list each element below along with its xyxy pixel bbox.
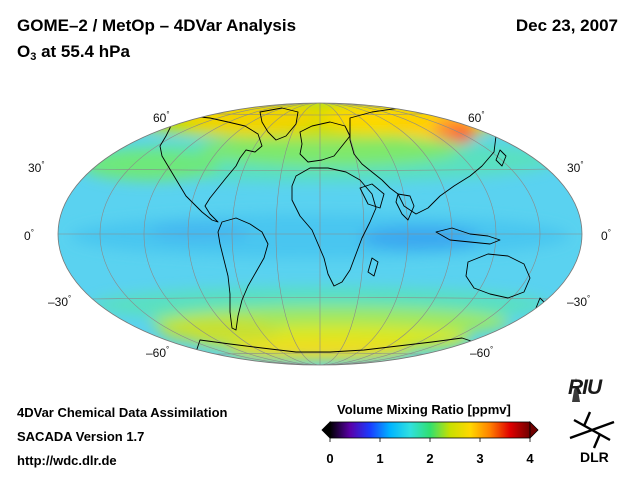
coast-north-america <box>159 115 263 223</box>
coast-europe <box>299 121 351 163</box>
species-subscript: 3 <box>30 51 37 63</box>
riu-logo-mark <box>572 378 580 402</box>
footer-method: 4DVar Chemical Data Assimilation <box>17 405 228 420</box>
coast-africa <box>291 167 377 287</box>
lat-label-30s-left: –30° <box>48 294 72 309</box>
colorbar-tick-label: 0 <box>326 451 334 466</box>
globe-outline <box>57 102 583 366</box>
colorbar-tick-marks <box>329 438 531 442</box>
colorbar-right-arrow <box>529 421 539 439</box>
map-subtitle: O3 at 55.4 hPa <box>17 42 130 63</box>
coast-australia <box>465 253 531 299</box>
colorbar-left-arrow <box>321 421 331 439</box>
colorbar-tick-label: 3 <box>476 451 484 466</box>
lat-label-60s-left: –60° <box>146 345 170 360</box>
lat-label-60s-right: –60° <box>470 345 494 360</box>
colorbar-tick-label: 4 <box>526 451 534 466</box>
lat-label-eq-left: 0° <box>24 228 34 243</box>
lat-label-30n-right: 30° <box>567 160 584 175</box>
footer-version: SACADA Version 1.7 <box>17 429 145 444</box>
colorbar-tick-label: 1 <box>376 451 384 466</box>
coast-indonesia <box>435 227 501 245</box>
colorbar-tick-label: 2 <box>426 451 434 466</box>
pressure-level: at 55.4 hPa <box>36 42 130 61</box>
coast-india <box>395 193 415 221</box>
dlr-logo-text: DLR <box>580 449 609 465</box>
riu-logo-text: RIU <box>568 376 602 399</box>
coast-arabia <box>359 183 385 209</box>
dlr-logo-mark <box>569 411 615 449</box>
lat-label-30s-right: –30° <box>567 294 591 309</box>
colorbar-title: Volume Mixing Ratio [ppmv] <box>337 402 511 417</box>
coast-japan <box>495 149 507 167</box>
colorbar-bar <box>329 421 531 439</box>
coast-madagascar <box>367 257 379 277</box>
footer-url[interactable]: http://wdc.dlr.de <box>17 453 117 468</box>
lat-label-60n-left: 60° <box>153 110 170 125</box>
species-label: O <box>17 42 31 61</box>
lat-label-60n-right: 60° <box>468 110 485 125</box>
coast-greenland <box>259 107 299 141</box>
colorbar <box>321 421 539 442</box>
analysis-date: Dec 23, 2007 <box>515 16 618 35</box>
lat-label-30n-left: 30° <box>28 160 45 175</box>
map-title: GOME–2 / MetOp – 4DVar Analysis <box>17 16 297 35</box>
lat-label-eq-right: 0° <box>601 228 611 243</box>
coast-south-america <box>217 217 269 331</box>
